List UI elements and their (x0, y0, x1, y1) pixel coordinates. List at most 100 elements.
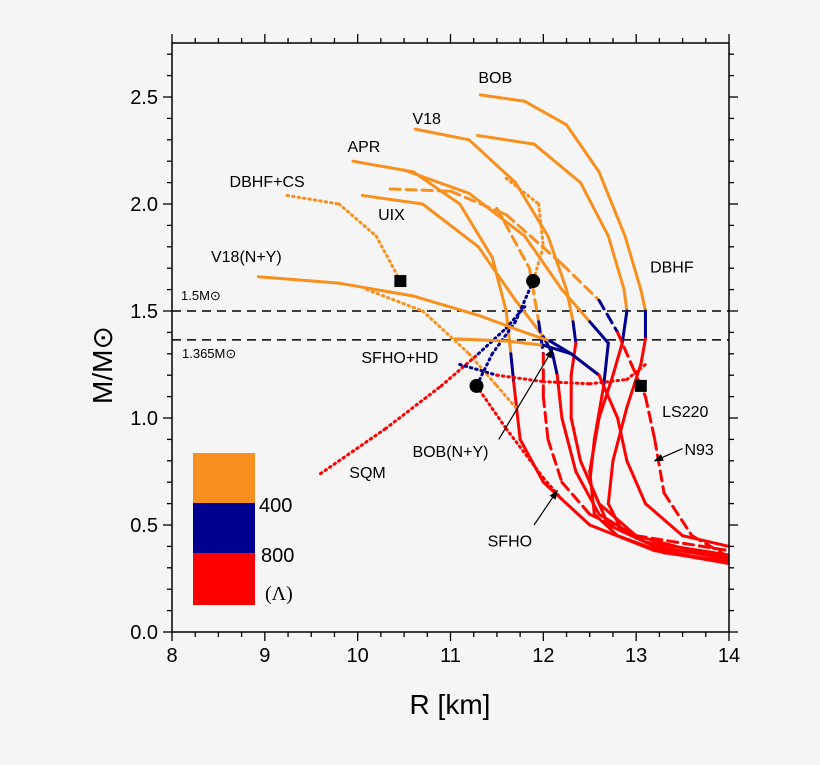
series-14-segment (681, 534, 729, 548)
series-13-segment (523, 330, 552, 343)
series-7-segment (560, 480, 592, 516)
series-4-segment (643, 540, 729, 557)
colorbar-segment (193, 503, 255, 553)
series-5-segment (588, 437, 596, 484)
reference-label-1-5: 1.5M⊙ (181, 288, 221, 303)
series-11-segment (319, 427, 388, 476)
series-9-segment (421, 309, 471, 356)
x-tick-label: 9 (259, 645, 270, 667)
series-6-segment (662, 491, 694, 538)
series-12-segment (541, 380, 592, 386)
series-5-segment (592, 384, 606, 441)
series-1-segment (532, 142, 582, 185)
series-1-segment (606, 234, 626, 292)
series-3-segment (490, 256, 508, 313)
series-14-segment (616, 416, 629, 463)
series-0-segment (606, 459, 615, 506)
x-tick-label: 14 (718, 645, 740, 667)
curve-label-ls220: LS220 (662, 404, 708, 421)
reference-label-1-365: 1.365M⊙ (182, 346, 236, 361)
series-2-segment (690, 549, 729, 559)
series-3-segment (541, 480, 592, 527)
x-tick-label: 13 (625, 645, 647, 667)
series-12-segment (495, 373, 545, 384)
series-0-segment (478, 93, 527, 103)
series-14-segment (625, 459, 647, 506)
series-10-segment (537, 202, 545, 249)
curve-label-bob-n-y-: BOB(N+Y) (412, 444, 488, 461)
series-12-segment (458, 363, 499, 377)
y-axis-label: M/M⊙ (87, 326, 118, 404)
series-9-segment (495, 384, 517, 409)
series-13-segment (411, 294, 480, 317)
series-5-segment (523, 234, 564, 292)
series-6-segment (388, 187, 452, 193)
square-marker (634, 379, 647, 392)
series-10-segment (474, 384, 508, 431)
series-14-segment (643, 502, 685, 538)
series-10-segment (504, 427, 545, 480)
series-7-segment (588, 512, 638, 538)
curve-label-uix: UIX (378, 207, 405, 224)
series-0-segment (597, 170, 627, 238)
series-3-segment (653, 549, 729, 566)
series-14-segment (597, 373, 620, 420)
series-3-segment (458, 202, 494, 259)
series-11-segment (384, 384, 443, 431)
series-11-segment (504, 305, 527, 330)
colorbar-segment (193, 553, 255, 605)
series-4-segment (551, 352, 559, 377)
series-4-segment (555, 373, 564, 420)
colorbar-label-400: 400 (259, 495, 292, 517)
curve-label-sfho-hd: SFHO+HD (361, 350, 438, 367)
series-7-segment (634, 534, 729, 553)
series-2-segment (546, 234, 569, 292)
series-14-segment (453, 337, 508, 343)
curve-label-n93: N93 (684, 442, 713, 459)
colorbar-label-800: 800 (261, 545, 294, 567)
x-axis-label: R [km] (410, 689, 491, 720)
series-2-segment (569, 341, 578, 377)
annotation-arrow (653, 448, 683, 462)
series-5-segment (560, 288, 592, 324)
curve-label-dbhf-cs: DBHF+CS (230, 174, 305, 191)
y-tick-label: 2.0 (130, 194, 158, 216)
y-tick-label: 1.0 (130, 408, 158, 430)
series-8-segment (285, 193, 341, 206)
series-5-segment (588, 320, 610, 345)
series-14-segment (569, 352, 601, 377)
curve-label-sqm: SQM (349, 465, 385, 482)
series-6-segment (643, 395, 657, 441)
series-2-segment (413, 127, 471, 142)
colorbar-segment (193, 453, 255, 503)
curve-label-sfho: SFHO (488, 533, 532, 550)
series-1-segment (475, 134, 536, 146)
series-5-segment (606, 523, 657, 548)
series-4-segment (574, 470, 601, 516)
x-tick-label: 8 (166, 645, 177, 667)
curves-group (172, 93, 729, 566)
series-0-segment (523, 99, 569, 127)
series-0-segment (639, 337, 647, 366)
y-tick-label: 0.0 (130, 622, 158, 644)
curve-label-apr: APR (347, 139, 380, 156)
series-6-segment (504, 213, 564, 266)
series-2-segment (597, 502, 638, 538)
x-tick-label: 10 (347, 645, 369, 667)
series-1-segment (578, 181, 610, 238)
series-3-segment (512, 380, 522, 441)
curve-label-v18-n-y-: V18(N+Y) (211, 249, 282, 266)
annotation-arrow (498, 348, 554, 440)
curve-label-bob: BOB (478, 70, 512, 87)
y-tick-label: 1.5 (130, 301, 158, 323)
series-8-segment (337, 202, 378, 238)
series-14-segment (504, 339, 545, 347)
y-tick-label: 2.5 (130, 87, 158, 109)
series-0-segment (639, 288, 647, 313)
square-marker (394, 275, 407, 288)
series-2-segment (467, 138, 517, 185)
series-3-segment (588, 523, 657, 553)
series-10-segment (504, 176, 541, 206)
